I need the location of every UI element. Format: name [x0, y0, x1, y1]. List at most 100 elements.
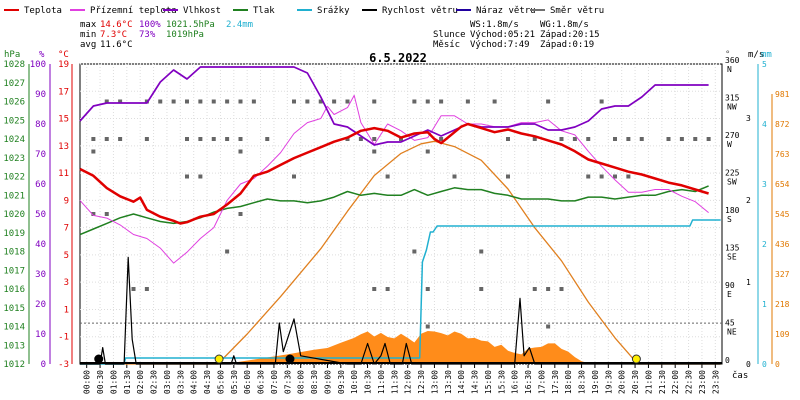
- wind-dir-point: [412, 99, 417, 104]
- x-tick-label: 16:00: [511, 370, 520, 394]
- x-tick-label: 07:30: [283, 370, 292, 394]
- deg-tick-label: 225: [725, 169, 740, 178]
- pct-tick-label: 10: [35, 330, 46, 340]
- wind-dir-point: [452, 174, 457, 179]
- ms-tick-label: 2: [746, 196, 751, 205]
- temp-tick-label: 15: [58, 115, 69, 125]
- wind-dir-point: [465, 99, 470, 104]
- wind-dir-point: [639, 137, 644, 141]
- x-tick-label: 16:30: [524, 370, 533, 394]
- dir-tick-label: W: [727, 140, 732, 149]
- hpa-tick-label: 1025: [3, 116, 25, 126]
- wind-dir-point: [372, 287, 377, 291]
- x-tick-label: 05:30: [230, 370, 239, 394]
- wind-dir-point: [385, 287, 390, 291]
- wind-dir-point: [118, 137, 123, 141]
- wind-dir-point: [104, 137, 109, 141]
- x-tick-label: 10:30: [364, 370, 373, 394]
- wind-wg: WG:1.8m/s: [540, 20, 589, 30]
- pct-tick-label: 100: [30, 60, 46, 70]
- solar-tick-label: 545: [775, 210, 790, 219]
- legend-label-3: Tlak: [253, 6, 275, 16]
- stats-min-temp: 7.3°C: [100, 30, 127, 40]
- stats-max-label: max: [80, 20, 97, 30]
- x-tick-label: 20:30: [631, 370, 640, 394]
- wind-dir-point: [599, 99, 604, 104]
- dir-tick-label: N: [727, 65, 732, 74]
- wind-dir-point: [425, 149, 430, 154]
- wind-dir-point: [559, 287, 564, 291]
- pct-tick-label: 60: [35, 180, 46, 190]
- wind-dir-point: [425, 99, 430, 104]
- sun-set: Západ:20:15: [540, 30, 600, 40]
- legend-label-2: Vlhkost: [183, 6, 221, 16]
- wind-dir-point: [265, 137, 270, 141]
- stats-max-hum: 100%: [139, 20, 161, 30]
- moon-label: Měsíc: [433, 40, 460, 50]
- pct-tick-label: 30: [35, 270, 46, 280]
- x-tick-label: 12:30: [417, 370, 426, 394]
- hpa-tick-label: 1022: [3, 173, 25, 183]
- mm-tick-label: 4: [762, 120, 767, 129]
- wind-dir-point: [185, 174, 189, 179]
- wind-dir-point: [372, 137, 377, 141]
- solar-tick-label: 763: [775, 150, 790, 159]
- stats-max-temp: 14.6°C: [100, 20, 133, 30]
- x-tick-label: 23:00: [698, 370, 707, 394]
- rain-line: [80, 219, 721, 365]
- sun-marker: [214, 354, 224, 364]
- hpa-tick-label: 1026: [3, 98, 25, 108]
- hpa-tick-label: 1012: [3, 360, 25, 370]
- wind-dir-point: [532, 287, 537, 291]
- wind-dir-point: [225, 137, 230, 141]
- dir-tick-label: NW: [727, 103, 737, 112]
- deg-tick-label: 45: [725, 319, 735, 328]
- x-tick-label: 18:30: [578, 370, 587, 394]
- x-tick-label: 06:30: [257, 370, 266, 394]
- ground-temperature-line: [79, 94, 709, 264]
- stats-min-hum: 73%: [139, 30, 156, 40]
- pct-tick-label: 0: [41, 360, 46, 370]
- temp-tick-label: -1: [58, 333, 69, 343]
- moon-marker: [285, 354, 295, 364]
- ms-tick-label: 3: [746, 114, 751, 123]
- x-tick-label: 08:30: [310, 370, 319, 394]
- solar-tick-label: 981: [775, 90, 790, 99]
- wind-dir-point: [158, 99, 163, 104]
- wind-dir-point: [144, 137, 149, 141]
- wind-dir-point: [372, 99, 377, 104]
- dir-tick-label: S: [727, 215, 732, 224]
- moon-marker: [94, 354, 104, 364]
- dir-tick-label: NE: [727, 328, 737, 337]
- wind-dir-point: [318, 99, 323, 104]
- mm-tick-label: 5: [762, 60, 767, 69]
- wind-dir-point: [225, 249, 230, 254]
- deg-tick-label: 90: [725, 281, 735, 290]
- x-tick-label: 15:00: [484, 370, 493, 394]
- solar-tick-label: 218: [775, 300, 790, 309]
- x-tick-label: 09:30: [337, 370, 346, 394]
- wind-dir-point: [532, 137, 537, 141]
- x-tick-label: 03:00: [163, 370, 172, 394]
- wind-dir-point: [358, 137, 363, 141]
- x-tick-label: 05:00: [216, 370, 225, 394]
- ms-tick-label: 1: [746, 278, 751, 287]
- stats-min-press: 1019hPa: [166, 30, 204, 40]
- wind-dir-point: [211, 137, 216, 141]
- chart-title: 6.5.2022: [369, 51, 427, 65]
- wind-dir-point: [104, 99, 109, 104]
- x-tick-label: 11:00: [377, 370, 386, 394]
- hpa-tick-label: 1015: [3, 304, 25, 314]
- moon-rise: Východ:7:49: [470, 40, 530, 50]
- x-tick-label: 00:00: [83, 370, 92, 394]
- wind-dir-point: [626, 174, 631, 179]
- wind-dir-point: [425, 324, 430, 329]
- wind-dir-point: [305, 99, 310, 104]
- solar-tick-label: 436: [775, 240, 790, 249]
- x-tick-label: 14:00: [457, 370, 466, 394]
- temp-tick-label: 13: [58, 142, 69, 152]
- stats-block: max 14.6°C 100% 1021.5hPa 2.4mm min 7.3°…: [80, 20, 253, 50]
- astro-block: WS:1.8m/s WG:1.8m/s Slunce Východ:05:21 …: [433, 20, 600, 50]
- wind-dir-point: [385, 174, 390, 179]
